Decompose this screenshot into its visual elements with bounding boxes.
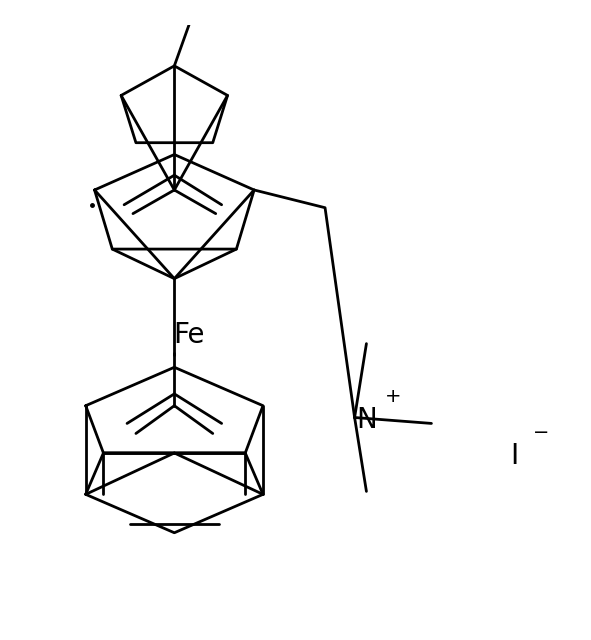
Text: N: N: [356, 406, 377, 435]
Text: −: −: [532, 423, 549, 442]
Text: Fe: Fe: [173, 321, 205, 349]
Text: I: I: [510, 442, 518, 470]
Text: +: +: [385, 387, 401, 406]
